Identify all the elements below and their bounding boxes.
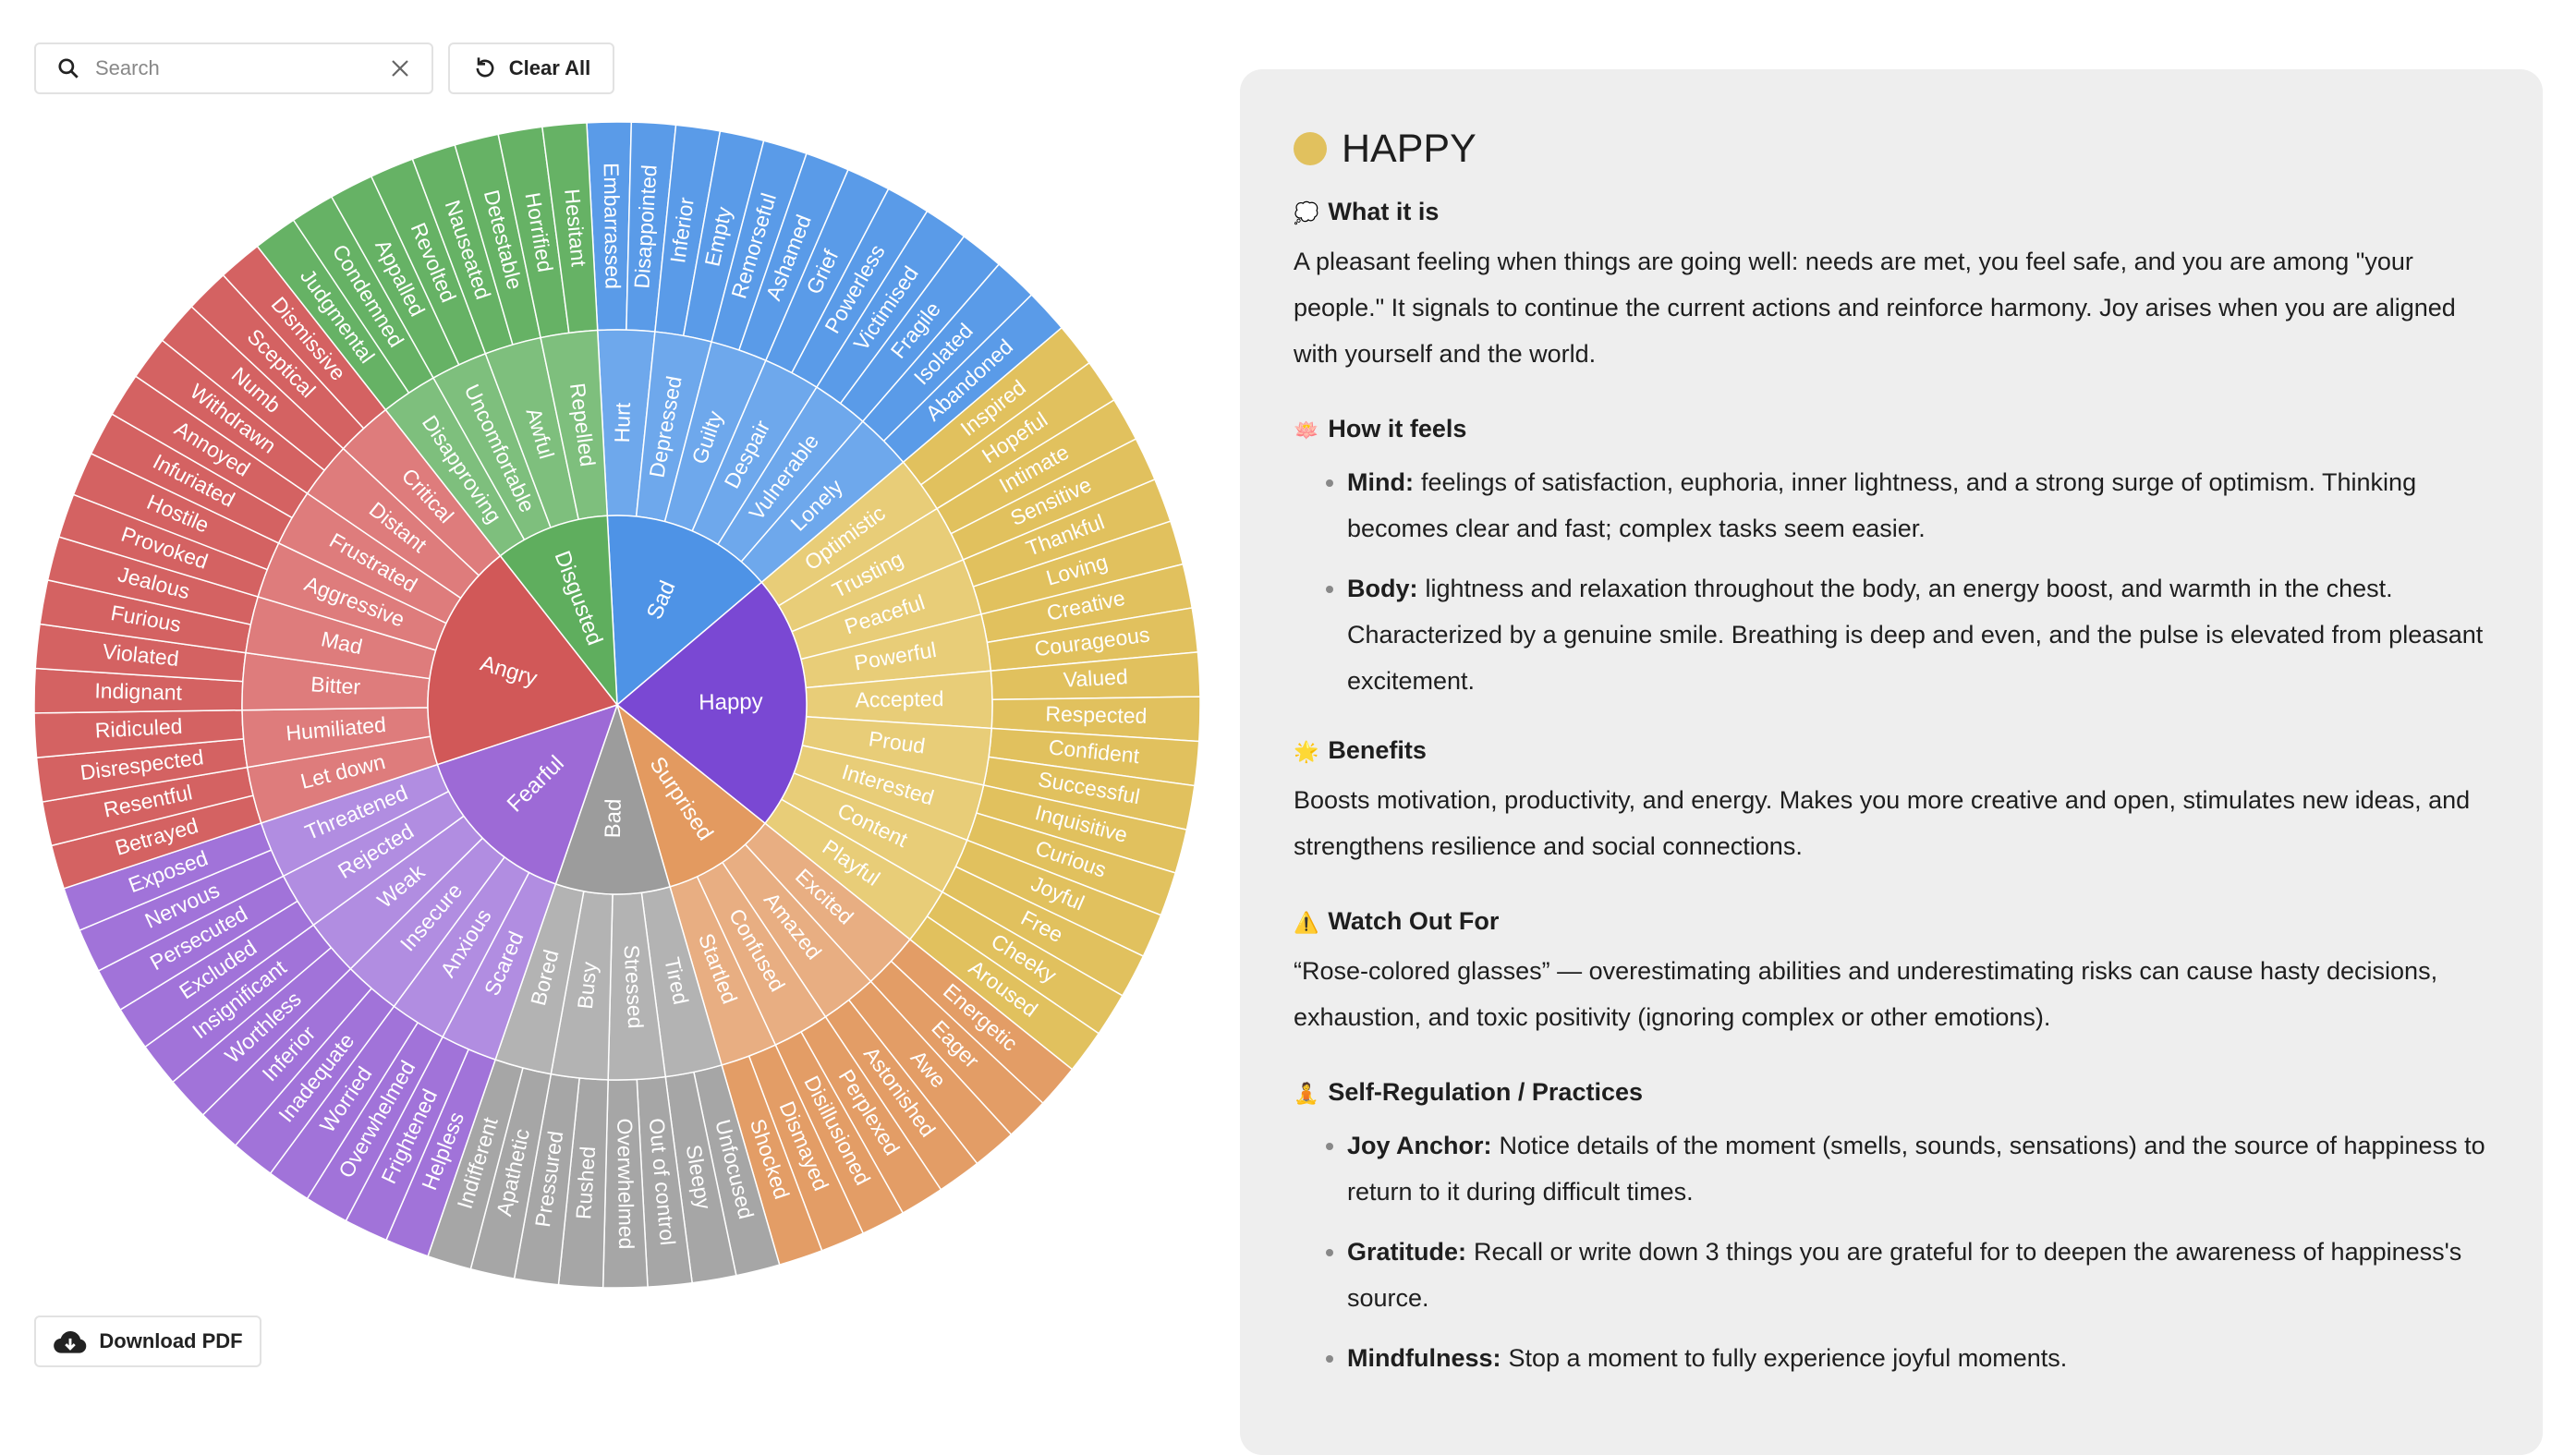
section: 💭 What it is A pleasant feeling when thing…	[1294, 191, 2489, 377]
clear-all-label: Clear All	[508, 56, 591, 79]
section: 🪷 How it feels Mind:feelings of satisfacti…	[1294, 408, 2489, 704]
inner-segment[interactable]	[615, 581, 808, 825]
item-text: Stop a moment to fully experience joyful…	[1508, 1344, 2068, 1372]
segment-label: Accepted	[855, 686, 943, 711]
segment-label: Overwhelmed	[613, 1118, 638, 1249]
section-icon: 💭	[1294, 202, 1319, 225]
item-text: lightness and relaxation throughout the …	[1347, 575, 2484, 695]
item-label: Body:	[1347, 575, 1418, 602]
page: Search Clear All Embarrassed Disappointed…	[0, 0, 2576, 1397]
section-heading-text: Watch Out For	[1328, 907, 1500, 935]
section: ⚠️ Watch Out For “Rose-colored glasses” — …	[1294, 901, 2489, 1040]
section-icon: ⚠️	[1294, 912, 1319, 935]
inner-segment[interactable]	[427, 554, 619, 766]
section-text: Boosts motivation, productivity, and ene…	[1294, 786, 2471, 860]
emotion-dot	[1294, 132, 1327, 165]
item-label: Mindfulness:	[1347, 1344, 1501, 1372]
item-text: Recall or write down 3 things you are gr…	[1347, 1238, 2462, 1312]
section-heading-text: How it feels	[1328, 415, 1467, 443]
section-heading: 🌟 Benefits	[1294, 730, 2489, 773]
item-label: Mind:	[1347, 468, 1414, 496]
list-item: Joy Anchor:Notice details of the moment …	[1347, 1122, 2489, 1215]
list-item: Mindfulness:Stop a moment to fully exper…	[1347, 1335, 2489, 1381]
segment-label: Valued	[1063, 664, 1128, 692]
section-heading: 🪷 How it feels	[1294, 408, 2489, 452]
section-heading-text: Self-Regulation / Practices	[1328, 1078, 1644, 1106]
inner-segment[interactable]	[615, 702, 767, 888]
reset-icon	[476, 57, 494, 78]
section: 🌟 Benefits Boosts motivation, productivity…	[1294, 730, 2489, 869]
sections: 💭 What it is A pleasant feeling when thing…	[1294, 191, 2489, 1381]
segment-label: Hurt	[610, 402, 635, 443]
inner-segment[interactable]	[499, 515, 618, 708]
detail-panel: HAPPY 💭 What it is A pleasant feeling when…	[1240, 69, 2543, 1455]
list-item: Gratitude:Recall or write down 3 things …	[1347, 1229, 2489, 1321]
section-icon: 🪷	[1294, 419, 1319, 443]
segment-label: Indignant	[94, 678, 183, 704]
search-icon	[58, 58, 79, 79]
download-pdf-button[interactable]: Download PDF	[34, 1316, 261, 1367]
clear-all-button[interactable]: Clear All	[448, 42, 614, 94]
section-icon: 🧘	[1294, 1083, 1319, 1106]
section-heading: 🧘 Self-Regulation / Practices	[1294, 1072, 2489, 1115]
section-heading-text: What it is	[1328, 198, 1440, 225]
download-pdf-label: Download PDF	[99, 1329, 243, 1352]
item-text: feelings of satisfaction, euphoria, inne…	[1347, 468, 2417, 542]
segment-label: Happy	[699, 689, 763, 715]
segment-label: Respected	[1045, 701, 1148, 728]
inner-segment[interactable]	[606, 515, 763, 707]
section-text: “Rose-colored glasses” — overestimating …	[1294, 957, 2438, 1031]
segment-label: Rushed	[571, 1146, 600, 1220]
segment-label: Busy	[573, 961, 601, 1011]
item-label: Joy Anchor:	[1347, 1132, 1492, 1159]
section-text: A pleasant feeling when things are going…	[1294, 248, 2456, 368]
detail-title: HAPPY	[1294, 123, 2489, 175]
title-text: HAPPY	[1342, 127, 1476, 171]
clear-search-icon[interactable]	[389, 57, 411, 79]
segment-label: Bitter	[310, 672, 362, 698]
segment-label: Embarrassed	[600, 163, 626, 289]
item-text: Notice details of the moment (smells, so…	[1347, 1132, 2485, 1206]
item-label: Gratitude:	[1347, 1238, 1467, 1266]
cloud-download-icon	[54, 1331, 87, 1353]
section-list: Joy Anchor:Notice details of the moment …	[1294, 1122, 2489, 1381]
list-item: Body:lightness and relaxation throughout…	[1347, 565, 2489, 704]
list-item: Mind:feelings of satisfaction, euphoria,…	[1347, 459, 2489, 552]
segment-label: Ridiculed	[94, 714, 183, 743]
section: 🧘 Self-Regulation / Practices Joy Anchor:N…	[1294, 1072, 2489, 1381]
section-heading: ⚠️ Watch Out For	[1294, 901, 2489, 944]
search-box[interactable]: Search	[34, 42, 433, 94]
section-heading-text: Benefits	[1328, 736, 1427, 764]
section-list: Mind:feelings of satisfaction, euphoria,…	[1294, 459, 2489, 704]
segment-label: Stressed	[620, 944, 649, 1029]
segment-label: Bad	[601, 798, 626, 838]
section-icon: 🌟	[1294, 741, 1319, 764]
search-placeholder: Search	[95, 56, 160, 79]
section-heading: 💭 What it is	[1294, 191, 2489, 235]
inner-segment[interactable]	[554, 702, 672, 895]
